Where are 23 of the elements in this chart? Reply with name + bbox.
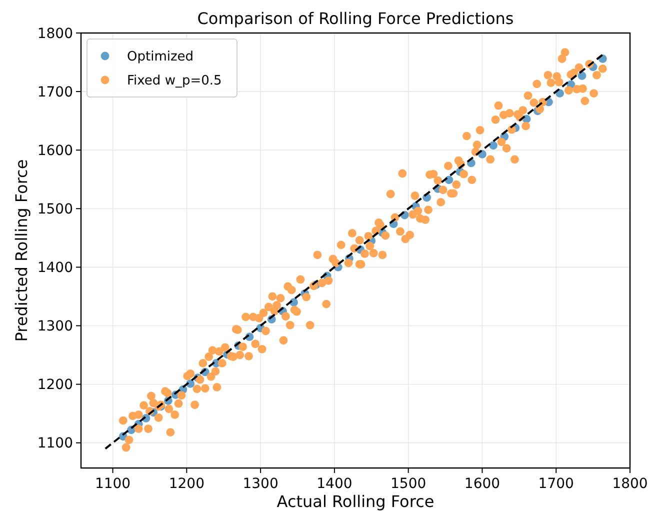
x-tick-label: 1700 — [538, 476, 574, 492]
x-axis-title: Actual Rolling Force — [276, 492, 434, 511]
point — [489, 141, 498, 150]
y-tick-label: 1500 — [37, 202, 73, 218]
y-tick-label: 1700 — [37, 84, 73, 100]
x-tick-label: 1100 — [94, 476, 131, 492]
x-tick-label: 1200 — [168, 476, 204, 492]
y-tick-label: 1100 — [37, 436, 73, 452]
x-tick-label: 1300 — [242, 476, 278, 492]
x-tick-label: 1800 — [612, 476, 648, 492]
x-tick-label: 1500 — [390, 476, 426, 492]
legend-label: Optimized — [127, 50, 194, 65]
y-tick-label: 1200 — [37, 377, 73, 394]
y-tick-label: 1400 — [37, 260, 73, 276]
legend-label: Fixed w_p=0.5 — [127, 74, 222, 89]
y-tick-label: 1300 — [37, 318, 73, 335]
x-tick-label: 1400 — [316, 476, 352, 492]
point — [578, 72, 586, 80]
y-tick-label: 1600 — [37, 142, 73, 159]
x-tick-label: 1600 — [464, 476, 500, 492]
chart-title: Comparison of Rolling Force Predictions — [197, 9, 514, 28]
y-tick-label: 1800 — [37, 26, 73, 42]
y-axis-title: Predicted Rolling Force — [12, 159, 31, 342]
